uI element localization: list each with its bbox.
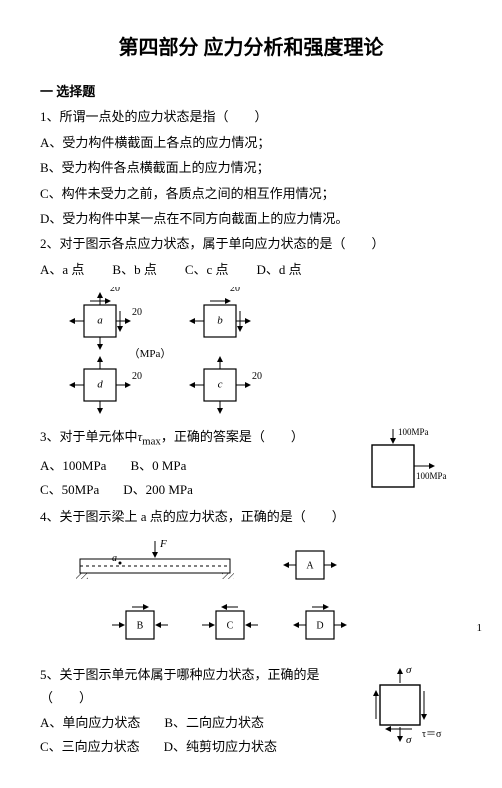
page-title: 第四部分 应力分析和强度理论 [40, 30, 462, 66]
q2-label-d: d [97, 379, 103, 391]
q3-figure: 100MPa 100MPa [342, 423, 462, 503]
q4-figure: F a A B C D [40, 535, 462, 655]
q5-tau-eq: τ＝σ [422, 729, 442, 740]
q5-opt-b: B、二向应力状态 [164, 711, 264, 734]
q2-figure: a 20 20 b 20 d 20 c 20 （MPa） [40, 287, 462, 417]
q5-sigma-top: σ [406, 664, 412, 676]
q1-opt-d: D、受力构件中某一点在不同方向截面上的应力情况。 [40, 207, 462, 230]
q3-top-label: 100MPa [398, 427, 429, 437]
q2-val-20: 20 [132, 307, 142, 318]
q2-opt-a: A、a 点 [40, 258, 84, 281]
q3-opt-b: B、0 MPa [130, 454, 186, 477]
q5-figure: σ σ τ＝σ [352, 661, 462, 751]
q4-label-A: A [306, 560, 314, 571]
q1-opt-c: C、构件未受力之前，各质点之间的相互作用情况； [40, 182, 462, 205]
q2-val-20: 20 [252, 371, 262, 382]
page-number: 1 [477, 619, 483, 639]
q1-opt-a: A、受力构件横截面上各点的应力情况； [40, 131, 462, 154]
q3-stem-prefix: 3、对于单元体中 [40, 429, 138, 444]
q2-opt-d: D、d 点 [257, 258, 302, 281]
q2-opt-c: C、c 点 [185, 258, 229, 281]
q3-right-label: 100MPa [416, 471, 447, 481]
q4-label-D: D [316, 620, 323, 631]
q4-stem: 4、关于图示梁上 a 点的应力状态，正确的是（ ） [40, 505, 462, 528]
q4-label-C: C [227, 620, 234, 631]
q2-label-c: c [218, 379, 223, 391]
q3-opt-d: D、200 MPa [123, 478, 193, 501]
q2-val-20: 20 [132, 371, 142, 382]
q4-label-B: B [137, 620, 144, 631]
q2-options: A、a 点 B、b 点 C、c 点 D、d 点 [40, 258, 462, 281]
q2-val-20: 20 [110, 287, 120, 294]
q5-sigma-bot: σ [406, 734, 412, 746]
q5-opt-d: D、纯剪切应力状态 [164, 735, 277, 758]
q3-stem-suffix: ，正确的答案是（ ） [161, 429, 304, 444]
q1-stem: 1、所谓一点处的应力状态是指（ ） [40, 105, 462, 128]
q3-stem: 3、对于单元体中τmax，正确的答案是（ ） [40, 425, 342, 452]
q2-val-20: 20 [230, 287, 240, 294]
q5-stem: 5、关于图示单元体属于哪种应力状态，正确的是（ ） [40, 663, 352, 710]
q5-opt-c: C、三向应力状态 [40, 735, 140, 758]
q3-row: 3、对于单元体中τmax，正确的答案是（ ） A、100MPa B、0 MPa … [40, 423, 462, 503]
q2-stem: 2、对于图示各点应力状态，属于单向应力状态的是（ ） [40, 232, 462, 255]
q2-label-b: b [217, 315, 223, 327]
q3-opt-a: A、100MPa [40, 454, 106, 477]
q2-opt-b: B、b 点 [112, 258, 156, 281]
q2-label-a: a [97, 315, 103, 327]
q5-row: 5、关于图示单元体属于哪种应力状态，正确的是（ ） A、单向应力状态 B、二向应… [40, 661, 462, 759]
section-heading: 一 选择题 [40, 80, 462, 103]
q3-opt-c: C、50MPa [40, 478, 99, 501]
q1-opt-b: B、受力构件各点横截面上的应力情况； [40, 156, 462, 179]
q4-a: a [112, 553, 117, 564]
q4-F: F [159, 538, 167, 550]
q3-sub: max [142, 436, 161, 448]
q2-unit: （MPa） [129, 347, 172, 360]
q5-opt-a: A、单向应力状态 [40, 711, 140, 734]
